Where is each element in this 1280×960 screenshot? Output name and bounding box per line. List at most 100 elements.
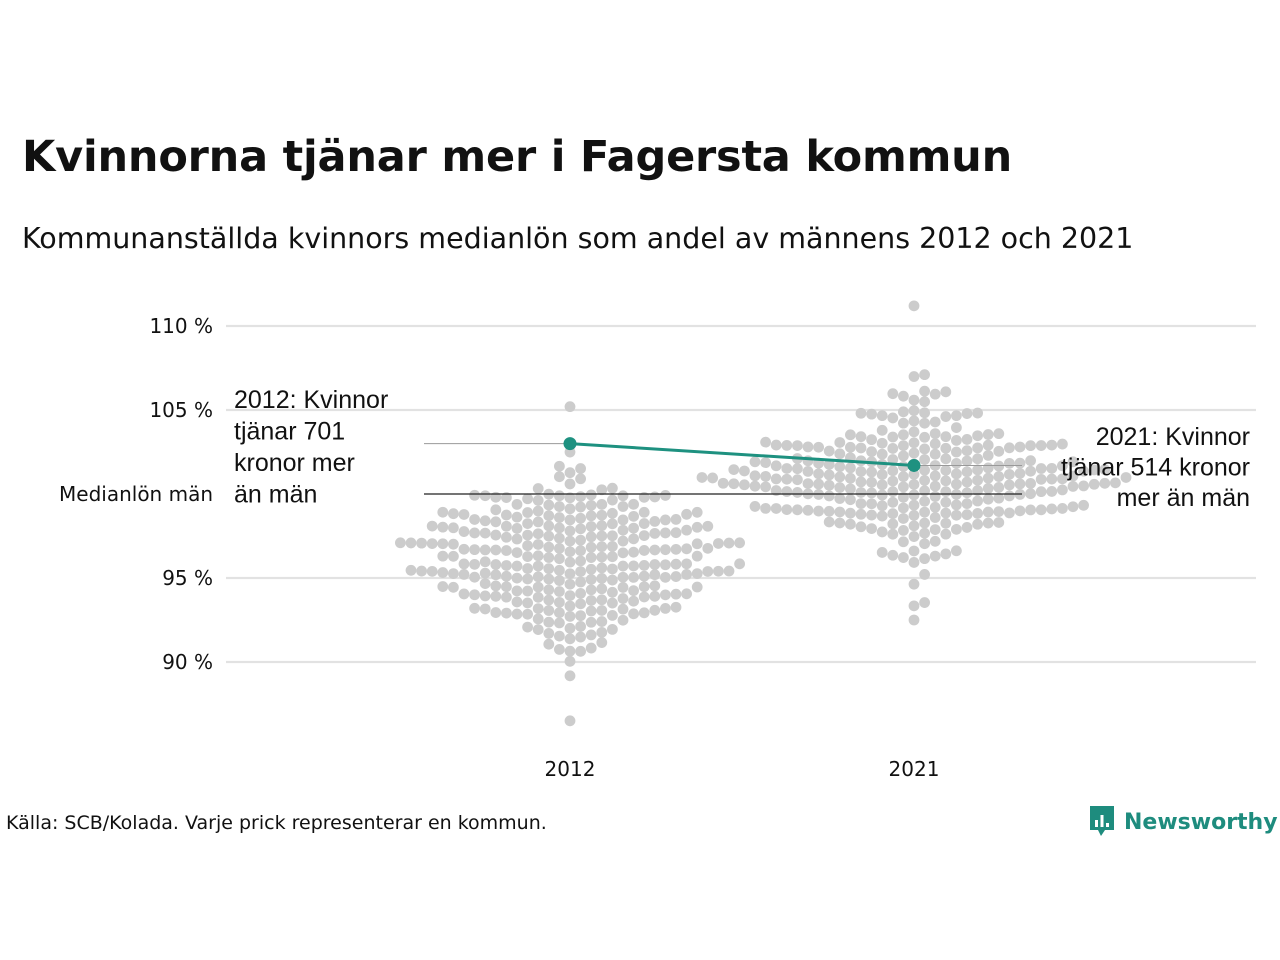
dot	[479, 567, 491, 579]
dot	[490, 580, 502, 592]
dot	[887, 475, 899, 487]
dot	[713, 538, 724, 549]
dot	[543, 530, 555, 542]
dot	[1035, 504, 1047, 516]
dot	[781, 463, 793, 474]
dot	[490, 529, 502, 541]
dot	[607, 610, 618, 621]
dot	[898, 440, 909, 452]
dot	[1014, 457, 1026, 469]
dot	[898, 406, 909, 418]
dot	[908, 426, 920, 438]
dot	[628, 522, 639, 534]
dot	[479, 490, 491, 502]
dot	[607, 518, 618, 530]
dot	[1078, 465, 1089, 477]
dot	[1057, 503, 1068, 514]
dot	[972, 474, 983, 486]
dot	[660, 602, 671, 614]
dot	[490, 544, 502, 556]
dot	[919, 385, 930, 397]
dot	[961, 487, 973, 499]
dot	[887, 486, 899, 498]
dot	[532, 516, 544, 528]
dot	[760, 436, 771, 448]
dot	[564, 467, 576, 479]
dot	[1099, 477, 1111, 489]
dot	[628, 571, 639, 583]
dot	[919, 538, 930, 550]
dot	[845, 462, 856, 474]
dot	[855, 521, 867, 533]
dot	[490, 607, 502, 618]
dot	[919, 506, 930, 518]
dot	[919, 443, 930, 455]
dot	[458, 526, 470, 537]
dot	[479, 515, 491, 527]
dot	[940, 411, 952, 422]
dot	[802, 441, 814, 453]
dot	[993, 482, 1005, 493]
dot	[554, 543, 565, 554]
annotation-2012: än män	[234, 481, 317, 509]
dot	[898, 513, 909, 524]
dot	[972, 442, 983, 454]
dot	[951, 458, 962, 469]
dot	[628, 560, 639, 572]
dot	[596, 562, 608, 574]
dot	[760, 457, 771, 469]
dot	[1025, 488, 1036, 500]
dot	[929, 550, 941, 562]
dot	[596, 484, 608, 496]
dot	[585, 605, 597, 617]
dot	[866, 434, 877, 446]
dot	[813, 441, 824, 453]
dot	[607, 482, 618, 494]
dot	[834, 471, 846, 483]
dot	[607, 507, 618, 519]
dot	[1004, 457, 1015, 469]
annotation-2012: tjänar 701	[234, 418, 345, 446]
dot	[691, 550, 703, 562]
dot	[543, 499, 555, 511]
dot	[707, 472, 718, 484]
dot	[532, 624, 544, 636]
dot	[908, 468, 920, 480]
dot	[982, 493, 994, 505]
dot	[607, 586, 618, 598]
dot	[940, 517, 952, 529]
dot	[866, 476, 877, 488]
x-tick-label: 2012	[545, 757, 596, 781]
dot	[532, 505, 544, 517]
dot	[596, 551, 608, 563]
dot	[607, 623, 618, 635]
dot	[575, 588, 586, 599]
dot	[813, 468, 824, 480]
dot	[982, 483, 994, 494]
dot	[972, 464, 983, 476]
dot	[585, 499, 597, 511]
dot	[469, 544, 480, 556]
dot	[898, 417, 909, 429]
dot	[554, 490, 565, 502]
dot	[876, 510, 888, 522]
dot	[532, 603, 544, 614]
dot	[564, 715, 576, 727]
dot	[437, 581, 449, 592]
dot	[898, 390, 909, 402]
dot	[866, 509, 877, 521]
dot	[585, 574, 597, 585]
dot	[691, 506, 703, 518]
brand-logo[interactable]: Newsworthy	[1088, 804, 1278, 840]
dot	[628, 510, 639, 522]
dot	[919, 417, 930, 429]
dot	[951, 499, 962, 511]
dot	[792, 463, 803, 475]
dot	[951, 422, 962, 434]
dot	[972, 453, 983, 465]
dot	[834, 448, 846, 460]
dot	[760, 503, 771, 514]
dot	[1046, 462, 1058, 474]
dot	[522, 518, 533, 529]
dot	[554, 630, 565, 642]
